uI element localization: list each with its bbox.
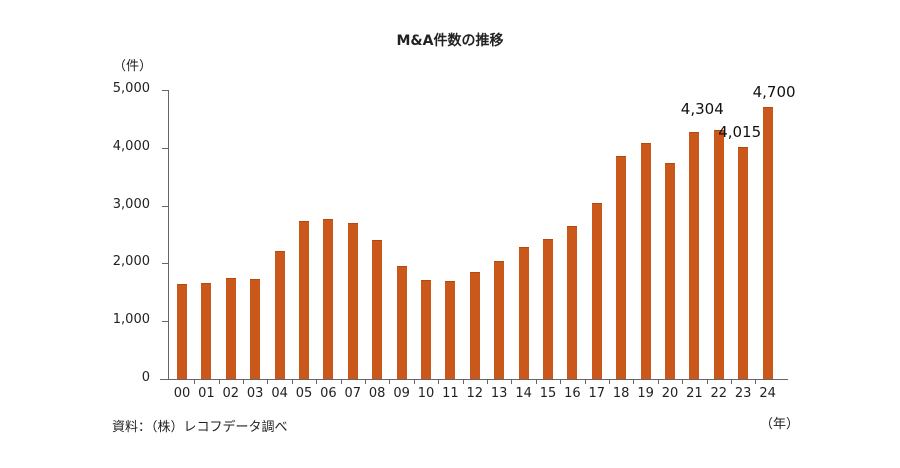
y-axis-line — [168, 90, 169, 380]
x-tick-label: 13 — [490, 386, 508, 401]
x-tick-label: 18 — [612, 386, 630, 401]
x-tick-mark — [584, 380, 586, 384]
x-tick-mark — [633, 380, 635, 384]
x-tick-label: 19 — [637, 386, 654, 401]
chart-title: M&A件数の推移 — [396, 33, 504, 49]
x-tick-label: 16 — [564, 386, 581, 401]
bar-17 — [591, 202, 602, 379]
x-tick-mark — [365, 380, 366, 384]
x-tick-mark — [438, 380, 440, 384]
x-tick-label: 15 — [539, 386, 557, 401]
bar-12 — [469, 272, 480, 379]
data-label-23: 4,015 — [718, 122, 762, 141]
y-tick-mark — [162, 263, 168, 265]
x-tick-mark — [731, 380, 732, 384]
x-axis-line — [160, 379, 788, 380]
x-tick-mark — [609, 380, 610, 384]
x-tick-mark — [511, 380, 513, 384]
y-tick-label: 1,000 — [112, 312, 150, 328]
bar-20 — [665, 163, 675, 379]
x-tick-mark — [682, 380, 684, 384]
x-axis-unit-label: （年） — [760, 417, 800, 432]
x-tick-mark — [755, 380, 757, 384]
y-tick-mark — [162, 205, 168, 207]
bar-16 — [567, 225, 578, 379]
bar-08 — [372, 240, 383, 379]
data-label-24: 4,700 — [752, 83, 796, 102]
y-tick-label: 2,000 — [112, 254, 150, 270]
bar-00 — [177, 284, 187, 379]
x-tick-mark — [340, 380, 342, 384]
bar-24 — [762, 107, 773, 379]
y-tick-label: 5,000 — [112, 81, 150, 96]
bar-01 — [201, 283, 212, 379]
x-tick-label: 12 — [466, 386, 484, 401]
y-tick-mark — [162, 90, 168, 91]
bar-14 — [518, 246, 529, 379]
x-tick-label: 00 — [173, 386, 191, 401]
x-tick-label: 14 — [515, 386, 532, 401]
x-tick-label: 07 — [344, 386, 362, 401]
bar-07 — [347, 223, 358, 379]
x-tick-label: 23 — [734, 386, 752, 401]
bar-03 — [250, 279, 261, 379]
x-tick-mark — [413, 380, 415, 384]
bar-15 — [543, 238, 553, 379]
x-tick-label: 17 — [588, 386, 606, 401]
bar-21 — [689, 131, 700, 379]
y-tick-mark — [162, 321, 168, 323]
x-tick-mark — [462, 380, 464, 384]
x-tick-label: 04 — [271, 386, 288, 401]
bar-23 — [738, 146, 749, 379]
x-tick-mark — [316, 380, 318, 384]
y-tick-label: 4,000 — [112, 138, 150, 154]
x-tick-label: 06 — [320, 386, 337, 401]
x-tick-mark — [487, 380, 488, 384]
x-tick-mark — [560, 380, 562, 384]
data-label-22: 4,304 — [680, 100, 724, 119]
x-tick-label: 11 — [442, 386, 459, 401]
source-note: 資料：（株）レコフデータ調べ — [112, 420, 288, 435]
x-tick-label: 05 — [295, 386, 313, 401]
bar-18 — [616, 156, 627, 379]
bar-05 — [299, 221, 309, 379]
x-tick-label: 22 — [710, 386, 728, 401]
x-tick-mark — [267, 380, 269, 384]
y-axis-unit-label: （件） — [113, 59, 153, 74]
bar-02 — [225, 277, 236, 379]
x-tick-label: 03 — [246, 386, 264, 401]
x-tick-mark — [218, 380, 220, 384]
x-tick-mark — [389, 380, 391, 384]
x-tick-mark — [243, 380, 244, 384]
y-tick-label: 0 — [141, 370, 150, 385]
x-tick-label: 09 — [393, 386, 410, 401]
x-tick-label: 20 — [661, 386, 679, 401]
bar-13 — [494, 260, 505, 379]
bar-06 — [323, 218, 334, 379]
bar-11 — [445, 281, 456, 379]
x-tick-label: 08 — [368, 386, 386, 401]
x-tick-mark — [535, 380, 537, 384]
bar-04 — [274, 251, 285, 379]
x-tick-mark — [194, 380, 196, 384]
y-tick-label: 3,000 — [112, 196, 150, 212]
x-tick-mark — [706, 380, 708, 384]
x-tick-label: 24 — [759, 386, 776, 401]
bar-19 — [640, 142, 651, 379]
x-tick-label: 10 — [417, 386, 435, 401]
bar-09 — [396, 265, 407, 379]
x-tick-label: 02 — [222, 386, 240, 401]
x-tick-mark — [657, 380, 659, 384]
bar-10 — [421, 280, 431, 379]
x-tick-mark — [291, 380, 293, 384]
bar-22 — [713, 130, 724, 379]
y-tick-mark — [162, 147, 168, 149]
y-tick-mark — [162, 379, 168, 380]
x-tick-label: 01 — [198, 386, 215, 401]
x-tick-label: 21 — [686, 386, 703, 401]
